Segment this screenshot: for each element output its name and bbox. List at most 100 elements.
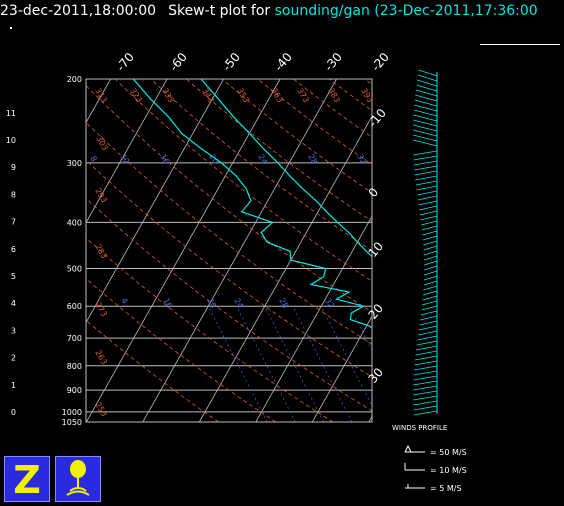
wind-barb <box>415 89 438 97</box>
mixing-ratio-label: 12 <box>118 153 131 166</box>
isotherm-line <box>0 79 54 422</box>
dry-adiabat-line <box>257 79 372 166</box>
wind-barb <box>415 180 438 186</box>
dry-adiabat-line <box>86 85 372 313</box>
adiabat-label: 383 <box>326 87 341 105</box>
sounding-balloon-icon[interactable] <box>55 456 101 502</box>
right-temperature-label: 30 <box>366 365 387 386</box>
wind-barb <box>413 405 438 411</box>
wind-barb <box>413 365 438 371</box>
wind-barb <box>423 275 438 281</box>
adiabat-label: 303 <box>94 135 109 153</box>
wind-barb <box>423 285 438 291</box>
wind-barb <box>412 134 438 142</box>
wind-barb <box>416 340 438 346</box>
dry-adiabat-line <box>186 79 372 222</box>
wind-barb <box>416 84 438 92</box>
isotherm-line <box>86 79 281 422</box>
right-temperature-label: 20 <box>366 301 387 322</box>
wind-barb <box>418 325 438 331</box>
wind-barb <box>418 330 438 336</box>
wind-barb <box>420 310 438 316</box>
wind-barb <box>417 335 438 341</box>
isotherm-line <box>311 315 372 422</box>
height-tick-label: 0 <box>11 408 16 417</box>
marker-dot <box>10 27 12 29</box>
sounding-trace-2[interactable] <box>132 79 459 412</box>
mixing-ratio-line <box>264 306 324 422</box>
wind-barb <box>413 124 438 132</box>
wind-barb <box>423 255 438 261</box>
wind-barb <box>422 295 438 301</box>
sounding-trace-1[interactable] <box>200 79 473 412</box>
wind-barb <box>413 370 438 376</box>
height-tick-label: 5 <box>11 272 16 281</box>
dry-adiabat-line <box>86 277 277 422</box>
header-rule <box>480 44 560 45</box>
wind-barb <box>413 160 438 166</box>
wind-barb <box>421 220 438 226</box>
wind-barb <box>416 345 438 351</box>
top-temperature-label: -20 <box>369 50 392 74</box>
wind-barb <box>415 175 438 181</box>
wind-barb <box>421 305 438 311</box>
isotherm-line <box>368 415 372 422</box>
dry-adiabat-line <box>364 79 372 85</box>
wind-barb <box>421 300 438 306</box>
dry-adiabat-line <box>221 79 372 194</box>
isotherm-line <box>425 79 564 422</box>
wind-legend-symbol <box>404 444 425 453</box>
mixing-ratio-label: 16 <box>161 297 174 310</box>
top-temperature-label: -40 <box>272 50 295 74</box>
wind-legend-symbol <box>404 463 425 471</box>
adiabat-label: 273 <box>93 301 108 319</box>
pressure-tick-label: 300 <box>67 159 82 168</box>
isotherm-line <box>538 79 564 422</box>
dry-adiabat-line <box>114 79 372 282</box>
wind-barb <box>422 235 438 241</box>
wind-barb <box>423 250 438 256</box>
height-tick-label: 3 <box>11 326 16 335</box>
wind-barb <box>414 360 438 366</box>
wind-barb <box>417 190 438 196</box>
height-tick-label: 8 <box>11 190 16 199</box>
mixing-ratio-label: 20 <box>205 297 218 310</box>
wind-barb <box>413 150 438 156</box>
wind-barb <box>419 210 438 216</box>
mixing-ratio-label: 4 <box>119 297 129 306</box>
mixing-ratio-line <box>292 306 353 422</box>
zebra-z-icon[interactable]: Z <box>4 456 50 502</box>
wind-barb <box>421 225 438 231</box>
wind-barb <box>418 200 438 206</box>
isotherm-line <box>86 79 224 324</box>
logo-area: Z <box>4 456 102 504</box>
pressure-tick-label: 800 <box>67 362 82 371</box>
plot-header: 23-dec-2011,18:00:00 Skew-t plot for soun… <box>0 0 564 22</box>
mixing-ratio-line <box>349 306 372 352</box>
adiabat-label: 253 <box>93 401 108 419</box>
pressure-tick-label: 600 <box>67 302 82 311</box>
mixing-ratio-line <box>320 306 372 407</box>
right-temperature-label: 0 <box>366 185 382 200</box>
top-temperature-label: -50 <box>220 50 243 74</box>
wind-barb <box>412 129 438 137</box>
wind-barb <box>413 375 438 381</box>
wind-barb <box>422 230 438 236</box>
winds-profile-title: WINDS PROFILE <box>392 424 447 432</box>
svg-text:Z: Z <box>13 458 41 501</box>
pressure-tick-label: 1000 <box>62 408 82 417</box>
mixing-ratio-label: 28 <box>277 297 290 310</box>
height-tick-label: 1 <box>11 381 16 390</box>
adiabat-label: 353 <box>235 87 250 105</box>
adiabat-label: 333 <box>160 87 175 105</box>
adiabat-label: 283 <box>93 243 108 261</box>
wind-barb <box>424 260 438 266</box>
height-tick-label: 6 <box>11 245 16 254</box>
dry-adiabat-line <box>86 121 372 345</box>
wind-barb <box>423 240 438 246</box>
mixing-ratio-label: 32 <box>323 297 336 310</box>
right-temperature-label: 10 <box>366 239 387 260</box>
dry-adiabat-line <box>86 237 334 422</box>
wind-barb <box>412 385 438 391</box>
